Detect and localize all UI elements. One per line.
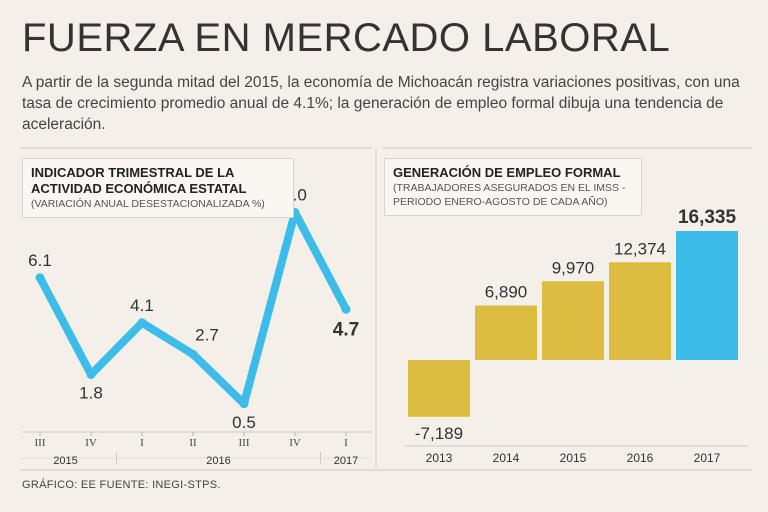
bar-value-label: -7,189 [415, 424, 463, 443]
line-value-label: 4.7 [333, 319, 359, 340]
line-year-label: 2015 [53, 455, 77, 467]
line-value-label: 4.1 [130, 296, 154, 315]
bar [676, 231, 738, 360]
line-x-tick-label: III [35, 437, 46, 449]
line-x-tick-label: III [239, 437, 250, 449]
line-chart-title-box: INDICADOR TRIMESTRAL DE LA ACTIVIDAD ECO… [22, 158, 294, 218]
bar-value-label: 12,374 [614, 239, 666, 258]
page-title: FUERZA EN MERCADO LABORAL [22, 16, 671, 60]
line-x-tick-label: I [344, 437, 348, 449]
bar-value-label: 6,890 [485, 283, 528, 302]
bar-value-label: 16,335 [678, 207, 737, 228]
line-x-tick-label: IV [85, 437, 97, 449]
line-point [239, 399, 249, 409]
line-value-label: 6.1 [28, 251, 52, 270]
line-value-label: 0.5 [232, 413, 256, 432]
line-point [137, 318, 147, 328]
bar-category-label: 2014 [493, 451, 520, 465]
line-value-label: 2.7 [195, 325, 219, 344]
line-point [188, 349, 198, 359]
bar-value-label: 9,970 [552, 258, 595, 277]
line-value-label: 1.8 [79, 384, 103, 403]
line-point [341, 304, 351, 314]
bar-chart-subtitle-line-1: (TRABAJADORES ASEGURADOS EN EL IMSS - [393, 182, 626, 194]
bar [475, 305, 537, 360]
bar-chart-subtitle-line-2: PERIODO ENERO-AGOSTO DE CADA AÑO) [393, 196, 608, 208]
line-point [86, 370, 96, 379]
bar-chart-title-box: GENERACIÓN DE EMPLEO FORMAL (TRABAJADORE… [384, 158, 642, 216]
line-year-label: 2016 [206, 455, 230, 467]
bar-category-label: 2015 [560, 451, 587, 465]
bar-chart: -7,189 2013 6,890 2014 9,970 2015 12,374 2016 16… [405, 207, 748, 465]
line-point [35, 273, 45, 283]
bar-category-label: 2017 [694, 451, 721, 465]
bar [542, 281, 604, 360]
line-series [36, 208, 350, 408]
line-x-tick-label: IV [289, 437, 301, 449]
bar-chart-title: GENERACIÓN DE EMPLEO FORMAL [393, 165, 621, 180]
page-subtitle: A partir de la segunda mitad del 2015, l… [22, 74, 740, 133]
bar [609, 262, 671, 360]
line-chart-title: INDICADOR TRIMESTRAL DE LA ACTIVIDAD ECO… [31, 165, 247, 196]
bar-category-label: 2016 [627, 451, 654, 465]
bar [408, 360, 470, 417]
source-footer: GRÁFICO: EE FUENTE: INEGI-STPS. [22, 479, 221, 491]
line-chart-subtitle: (VARIACIÓN ANUAL DESESTACIONALIZADA %) [31, 198, 265, 210]
line-x-tick-label: II [189, 437, 197, 449]
line-year-label: 2017 [334, 455, 358, 467]
line-x-tick-label: I [140, 437, 144, 449]
bar-category-label: 2013 [426, 451, 453, 465]
